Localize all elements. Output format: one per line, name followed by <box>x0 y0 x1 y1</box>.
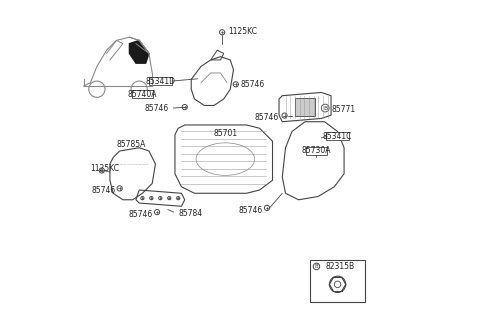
Text: 85341C: 85341C <box>323 132 352 141</box>
FancyBboxPatch shape <box>149 77 172 85</box>
FancyBboxPatch shape <box>132 90 153 98</box>
Text: 85784: 85784 <box>178 209 203 218</box>
FancyBboxPatch shape <box>310 260 365 302</box>
Text: 1125KC: 1125KC <box>228 27 258 36</box>
Polygon shape <box>130 40 149 63</box>
FancyBboxPatch shape <box>306 147 327 155</box>
Text: 85746: 85746 <box>239 206 263 215</box>
Text: 85746: 85746 <box>92 186 116 195</box>
FancyBboxPatch shape <box>326 133 349 140</box>
Text: 85740A: 85740A <box>128 90 157 99</box>
Text: 85730A: 85730A <box>301 147 331 155</box>
FancyBboxPatch shape <box>295 98 315 116</box>
Text: 85746: 85746 <box>129 210 153 219</box>
Text: 85341D: 85341D <box>145 76 175 86</box>
Text: B: B <box>314 264 318 269</box>
Text: 85746: 85746 <box>240 80 264 90</box>
Text: 85771: 85771 <box>331 105 355 114</box>
Text: 1125KC: 1125KC <box>90 164 120 173</box>
Text: 85746: 85746 <box>145 104 169 113</box>
Text: 85746: 85746 <box>255 113 279 122</box>
Text: 85701: 85701 <box>214 129 238 138</box>
Text: 85785A: 85785A <box>116 140 146 149</box>
Text: 82315B: 82315B <box>325 262 354 271</box>
Text: B: B <box>323 106 327 111</box>
